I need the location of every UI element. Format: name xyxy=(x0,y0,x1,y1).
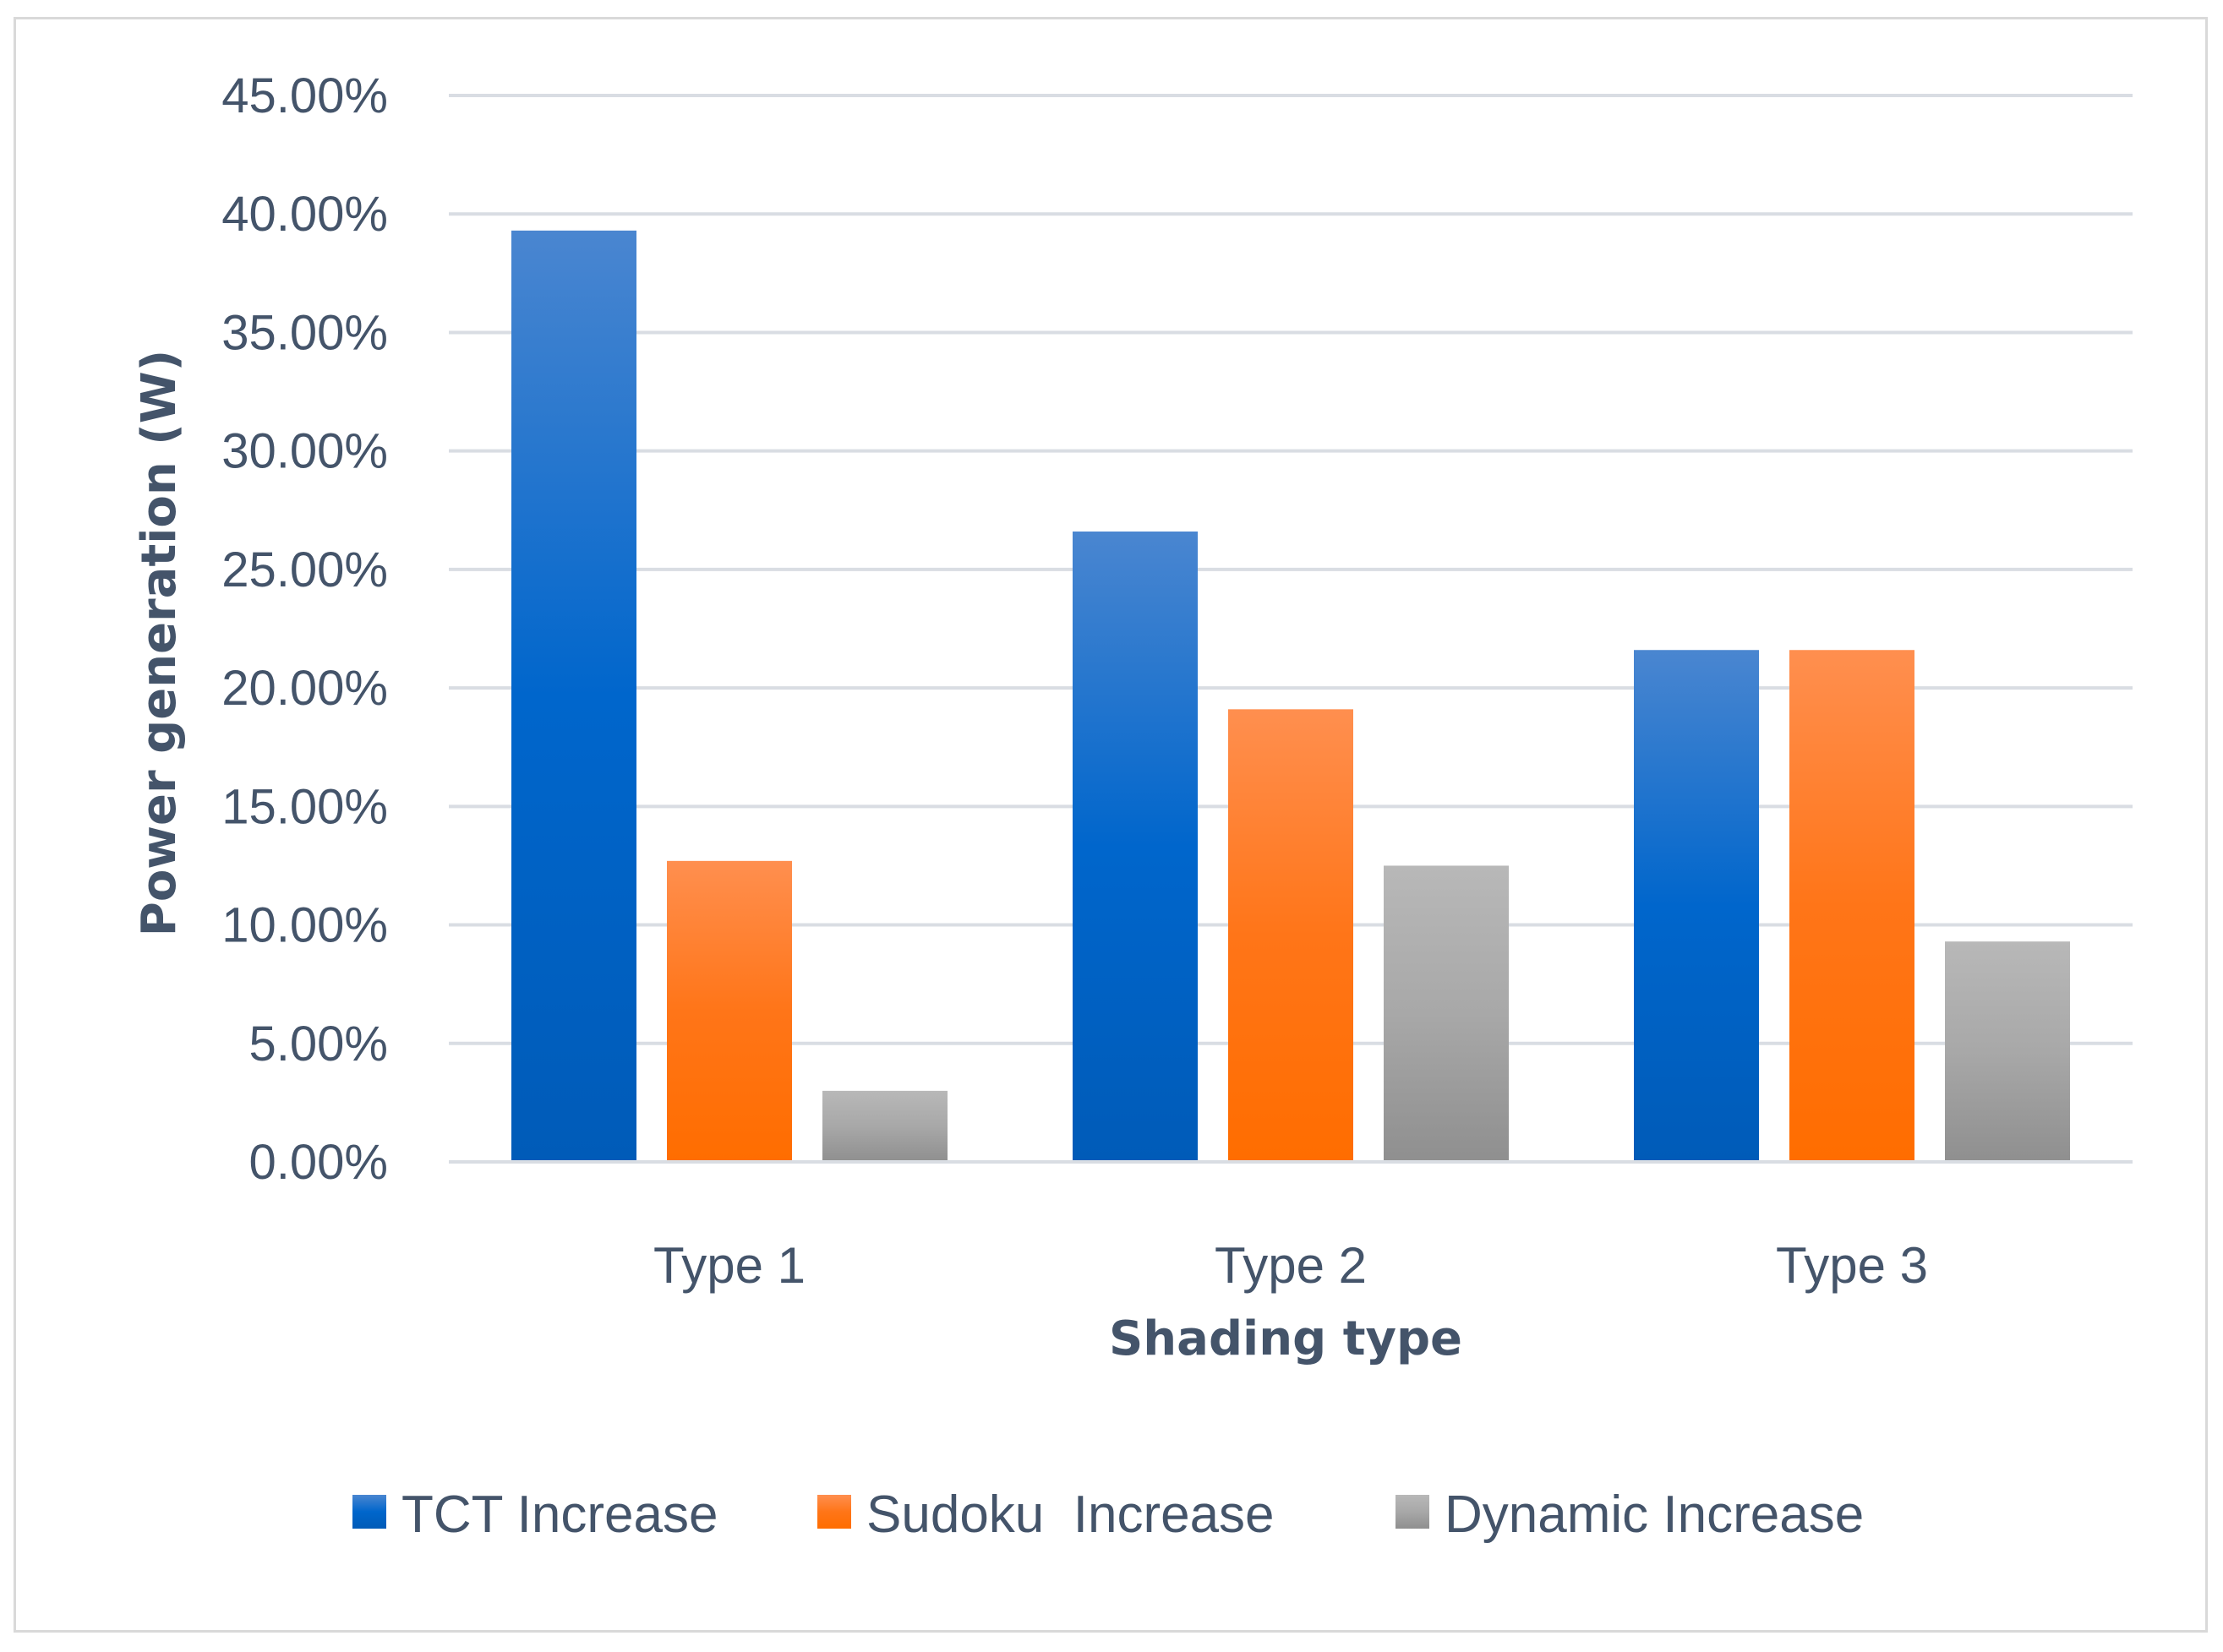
legend-swatch xyxy=(817,1495,851,1529)
x-axis-ticks: Type 1 Type 2 Type 3 xyxy=(653,1237,1928,1294)
chart-frame: 0.00% 5.00% 10.00% 15.00% 20.00% 25.00% 30.00%… xyxy=(14,17,2208,1633)
x-tick-label: Type 2 xyxy=(1215,1237,1367,1294)
legend-swatch xyxy=(1396,1495,1429,1529)
bar-dynamic-increase-type-3 xyxy=(1945,941,2070,1162)
bar-tct-increase-type-2 xyxy=(1073,532,1198,1162)
x-axis-title: Shading type xyxy=(1109,1311,1462,1366)
y-tick-label: 20.00% xyxy=(221,661,388,716)
y-axis-title: Power generation (W) xyxy=(132,350,187,936)
x-tick-label: Type 3 xyxy=(1776,1237,1928,1294)
bar-chart: 0.00% 5.00% 10.00% 15.00% 20.00% 25.00% 30.00%… xyxy=(132,68,2133,1544)
legend: TCT Increase Sudoku Increase Dynamic Incre… xyxy=(352,1486,1864,1544)
y-tick-label: 40.00% xyxy=(221,187,388,242)
legend-label: Sudoku Increase xyxy=(866,1486,1275,1544)
legend-item: Dynamic Increase xyxy=(1396,1486,1864,1544)
y-tick-label: 30.00% xyxy=(221,424,388,479)
bars xyxy=(449,230,2133,1164)
y-tick-label: 5.00% xyxy=(249,1017,388,1071)
y-tick-label: 0.00% xyxy=(249,1135,388,1190)
y-tick-label: 15.00% xyxy=(221,779,388,834)
legend-label: TCT Increase xyxy=(401,1486,718,1544)
legend-label: Dynamic Increase xyxy=(1445,1486,1864,1544)
bar-sudoku-increase-type-1 xyxy=(667,860,792,1162)
legend-item: TCT Increase xyxy=(352,1486,718,1544)
y-tick-label: 45.00% xyxy=(221,68,388,123)
bar-sudoku-increase-type-3 xyxy=(1789,650,1914,1162)
x-tick-label: Type 1 xyxy=(653,1237,806,1294)
bar-tct-increase-type-1 xyxy=(511,230,636,1163)
legend-swatch xyxy=(352,1495,386,1529)
bar-tct-increase-type-3 xyxy=(1634,650,1759,1162)
y-tick-label: 10.00% xyxy=(221,898,388,953)
y-tick-label: 35.00% xyxy=(221,305,388,360)
y-tick-label: 25.00% xyxy=(221,542,388,597)
bar-dynamic-increase-type-2 xyxy=(1384,865,1509,1162)
bar-dynamic-increase-type-1 xyxy=(822,1090,948,1162)
legend-item: Sudoku Increase xyxy=(817,1486,1275,1544)
y-axis-ticks: 0.00% 5.00% 10.00% 15.00% 20.00% 25.00% 30.00%… xyxy=(221,68,388,1190)
bar-sudoku-increase-type-2 xyxy=(1228,709,1353,1162)
